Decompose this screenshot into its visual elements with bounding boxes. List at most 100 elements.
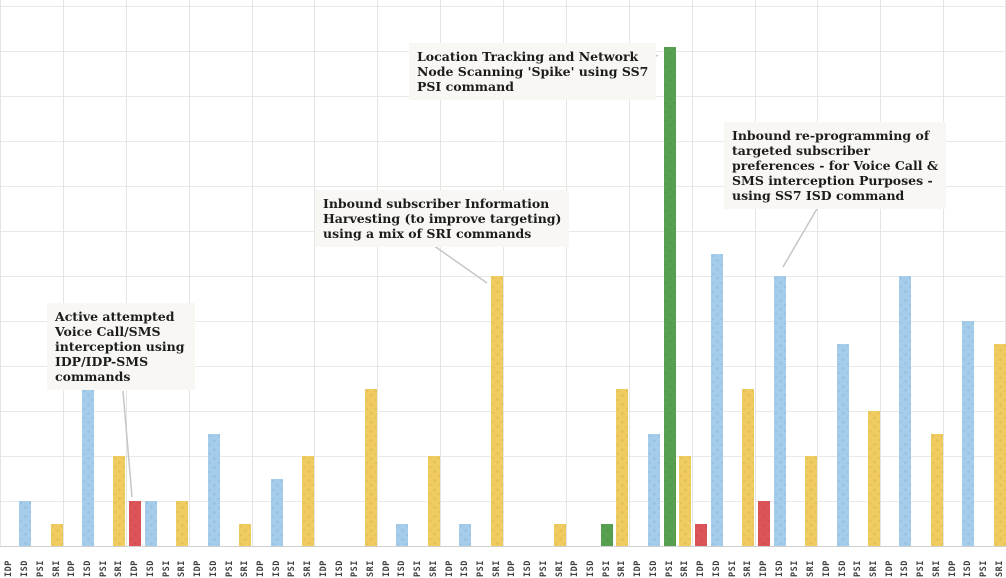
x-axis-label-idp: IDP (570, 560, 581, 577)
bar-sri-g5 (302, 456, 315, 546)
x-axis-label-psi: PSI (538, 560, 549, 577)
x-axis-label-sri: SRI (868, 560, 879, 577)
x-axis-label-sri: SRI (114, 560, 125, 577)
bar-isd-g5 (270, 478, 283, 546)
bar-sri-g15 (930, 433, 943, 546)
bar-sri-g10 (616, 388, 629, 546)
x-axis-label-sri: SRI (806, 560, 817, 577)
x-axis-label-isd: ISD (271, 560, 282, 577)
bar-idp-g12 (695, 523, 708, 546)
x-axis-label-idp: IDP (884, 560, 895, 577)
x-axis-label-idp: IDP (67, 560, 78, 577)
bar-sri-g1 (50, 523, 63, 546)
x-axis-label-idp: IDP (381, 560, 392, 577)
annotation-sri-harvesting: Inbound subscriber Information Harvestin… (315, 190, 570, 247)
bar-isd-g13 (773, 276, 786, 546)
x-axis-label-isd: ISD (900, 560, 911, 577)
v-gridline (0, 0, 1, 546)
v-gridline (880, 0, 882, 546)
bar-sri-g11 (679, 456, 692, 546)
annotation-isd-reprogramming: Inbound re-programming of targeted subsc… (724, 122, 947, 209)
x-axis-label-psi: PSI (35, 560, 46, 577)
bar-isd-g7 (396, 523, 409, 546)
bar-sri-g13 (805, 456, 818, 546)
bar-sri-g3 (176, 501, 189, 546)
bar-idp-g13 (757, 501, 770, 546)
bar-sri-g8 (490, 276, 503, 546)
bar-isd-g16 (962, 321, 975, 546)
v-gridline (943, 0, 945, 546)
x-axis-label-sri: SRI (931, 560, 942, 577)
bar-sri-g9 (553, 523, 566, 546)
v-gridline (314, 0, 316, 546)
x-axis-label-sri: SRI (680, 560, 691, 577)
bar-isd-g3 (144, 501, 157, 546)
x-axis-label-psi: PSI (98, 560, 109, 577)
x-axis-label-psi: PSI (727, 560, 738, 577)
bar-isd-g2 (82, 388, 95, 546)
bar-sri-g16 (993, 343, 1006, 546)
v-gridline (628, 0, 630, 546)
v-gridline (62, 0, 64, 546)
x-axis-label-sri: SRI (617, 560, 628, 577)
x-axis-label-psi: PSI (224, 560, 235, 577)
bar-psi-g10 (600, 523, 613, 546)
bar-sri-g4 (239, 523, 252, 546)
x-axis-label-psi: PSI (979, 560, 990, 577)
x-axis-label-isd: ISD (837, 560, 848, 577)
x-axis-label-isd: ISD (586, 560, 597, 577)
bar-isd-g8 (459, 523, 472, 546)
bar-idp-g3 (129, 501, 142, 546)
x-axis-label-psi: PSI (664, 560, 675, 577)
v-gridline (817, 0, 819, 546)
x-axis-label-psi: PSI (476, 560, 487, 577)
x-axis-label-isd: ISD (145, 560, 156, 577)
v-gridline (565, 0, 567, 546)
v-gridline (251, 0, 253, 546)
x-axis-label-idp: IDP (193, 560, 204, 577)
x-axis-label-sri: SRI (743, 560, 754, 577)
x-axis-label-isd: ISD (648, 560, 659, 577)
x-axis-label-idp: IDP (444, 560, 455, 577)
x-axis-label-psi: PSI (161, 560, 172, 577)
x-axis-label-psi: PSI (287, 560, 298, 577)
x-axis-label-idp: IDP (696, 560, 707, 577)
v-gridline (125, 0, 127, 546)
bar-psi-g11 (663, 46, 676, 546)
x-axis-label-idp: IDP (507, 560, 518, 577)
x-axis-label-sri: SRI (994, 560, 1005, 577)
bar-sri-g2 (113, 456, 126, 546)
bar-isd-g15 (899, 276, 912, 546)
x-axis-label-isd: ISD (963, 560, 974, 577)
x-axis-label-idp: IDP (821, 560, 832, 577)
x-axis-label-idp: IDP (4, 560, 15, 577)
x-axis-label-isd: ISD (711, 560, 722, 577)
x-axis-label-sri: SRI (365, 560, 376, 577)
plot-area (0, 0, 1006, 547)
x-axis-label-isd: ISD (523, 560, 534, 577)
bar-sri-g14 (867, 411, 880, 546)
bar-isd-g14 (836, 343, 849, 546)
v-gridline (503, 0, 504, 546)
x-axis-label-psi: PSI (413, 560, 424, 577)
x-axis-label-psi: PSI (601, 560, 612, 577)
annotation-psi-spike: Location Tracking and Network Node Scann… (409, 43, 657, 100)
x-axis-label-idp: IDP (255, 560, 266, 577)
x-axis-label-psi: PSI (916, 560, 927, 577)
x-axis-label-sri: SRI (240, 560, 251, 577)
x-axis-label-isd: ISD (20, 560, 31, 577)
x-axis-label-isd: ISD (334, 560, 345, 577)
v-gridline (377, 0, 379, 546)
x-axis-label-idp: IDP (318, 560, 329, 577)
bar-isd-g4 (207, 433, 220, 546)
x-axis-label-sri: SRI (554, 560, 565, 577)
x-axis-label-idp: IDP (633, 560, 644, 577)
x-axis-label-sri: SRI (51, 560, 62, 577)
bar-sri-g6 (364, 388, 377, 546)
x-axis-label-isd: ISD (208, 560, 219, 577)
x-axis-label-isd: ISD (460, 560, 471, 577)
x-axis-label-isd: ISD (83, 560, 94, 577)
x-axis-label-idp: IDP (758, 560, 769, 577)
x-axis-label-idp: IDP (947, 560, 958, 577)
